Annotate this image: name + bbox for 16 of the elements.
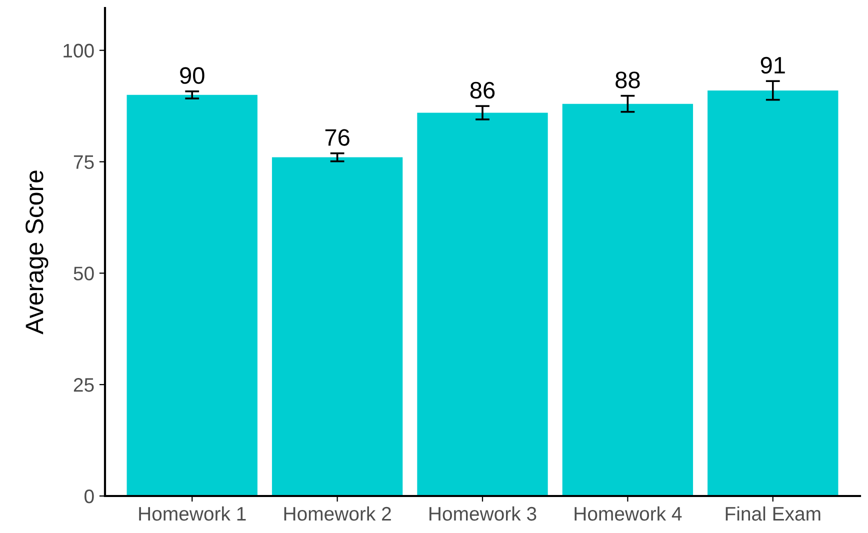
data-label: 91 bbox=[760, 56, 785, 74]
y-tick-label: 100 bbox=[64, 44, 94, 58]
y-tick-label: 0 bbox=[84, 489, 94, 504]
x-tick-label: Homework 1 bbox=[139, 506, 246, 521]
y-tick-label: 50 bbox=[74, 266, 94, 280]
y-axis-title: Average Score bbox=[26, 170, 48, 334]
data-label: 88 bbox=[616, 72, 640, 88]
data-label: 90 bbox=[180, 67, 204, 84]
data-label: 76 bbox=[325, 129, 350, 146]
x-tick-label: Homework 2 bbox=[284, 506, 391, 521]
x-tick-label: Homework 4 bbox=[574, 506, 682, 521]
data-label: 86 bbox=[470, 82, 495, 99]
x-tick-label: Final Exam bbox=[726, 506, 820, 521]
x-tick-label: Homework 3 bbox=[430, 506, 536, 521]
y-tick-label: 75 bbox=[74, 155, 94, 169]
y-tick-label: 25 bbox=[74, 378, 94, 392]
